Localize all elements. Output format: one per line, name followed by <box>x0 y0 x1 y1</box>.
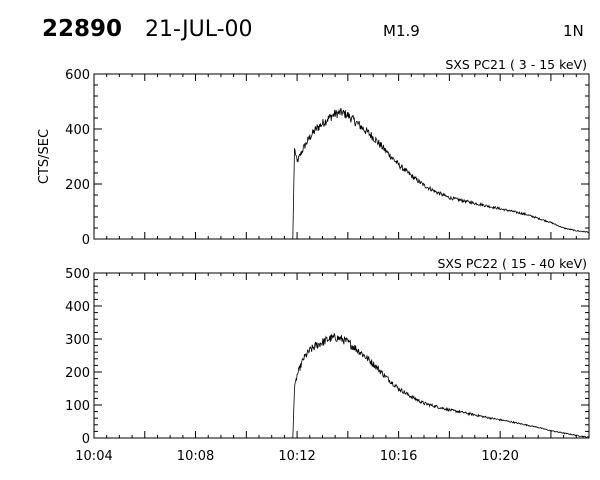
x-tick-label: 10:16 <box>380 449 417 464</box>
plot-frame <box>93 73 590 240</box>
y-tick-label: 300 <box>65 333 90 348</box>
panel-2: 0 100 200 300 400 500 10:04 10:08 10:12 10:16 10:2… <box>65 256 590 464</box>
y-tick-label: 200 <box>65 178 90 193</box>
y-tick-label: 500 <box>65 267 90 282</box>
x-tick-label: 10:08 <box>177 449 214 464</box>
y-tick-label: 0 <box>82 233 90 248</box>
series-line <box>292 332 590 439</box>
series-line <box>292 107 590 240</box>
event-id: 22890 <box>42 16 123 42</box>
y-tick-label: 600 <box>65 68 90 83</box>
flare-class: M1.9 <box>383 22 420 40</box>
panel-title: SXS PC22 ( 15 - 40 keV) <box>437 256 587 271</box>
y-tick-label: 100 <box>65 399 90 414</box>
y-axis-label: CTS/SEC <box>37 129 52 184</box>
y-tick-label: 200 <box>65 366 90 381</box>
x-tick-label: 10:04 <box>75 449 112 464</box>
y-tick-label: 400 <box>65 123 90 138</box>
y-tick-label: 0 <box>82 432 90 447</box>
x-tick-label: 10:12 <box>278 449 315 464</box>
plot-frame <box>93 272 590 439</box>
panel-1: 0 200 400 600 SXS PC21 ( 3 - 15 keV) CTS/SEC <box>37 57 590 248</box>
x-tick-label: 10:20 <box>481 449 518 464</box>
flare-position: 1N <box>563 22 584 40</box>
y-tick-label: 400 <box>65 300 90 315</box>
panel-title: SXS PC21 ( 3 - 15 keV) <box>445 57 587 72</box>
event-date: 21-JUL-00 <box>145 17 253 42</box>
